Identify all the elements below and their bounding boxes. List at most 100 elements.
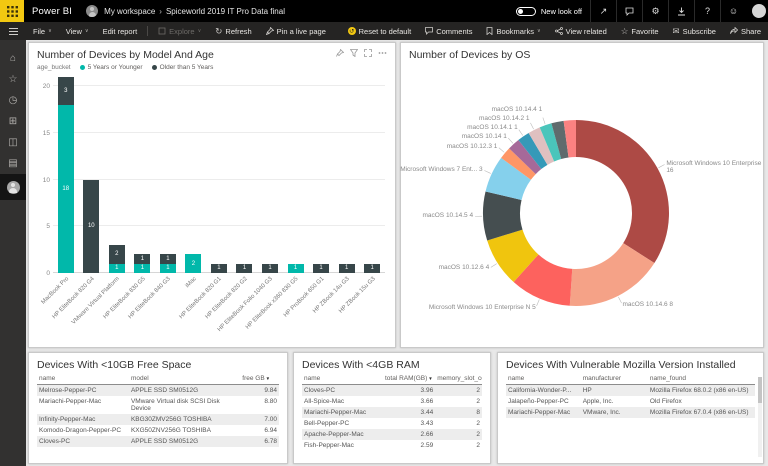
- column-header[interactable]: free GB▼: [242, 375, 271, 382]
- table-cell: Mozilla Firefox 68.0.2 (x86 en-US): [649, 387, 749, 394]
- menu-bookmarks[interactable]: Bookmarks ∨: [479, 22, 547, 40]
- sidebar-workspaces-icon[interactable]: ▤: [8, 158, 18, 169]
- table-scrollbar: [758, 377, 762, 457]
- new-look-toggle[interactable]: [515, 6, 536, 16]
- donut-slice[interactable]: [509, 140, 542, 175]
- donut-slice[interactable]: [569, 243, 655, 306]
- bar-segment[interactable]: 1: [210, 263, 227, 273]
- label-leader-line: [536, 299, 540, 307]
- scrollbar-thumb[interactable]: [758, 377, 762, 403]
- column-header[interactable]: memory_slot_count: [437, 375, 482, 382]
- donut-slice[interactable]: [563, 120, 576, 158]
- sort-indicator-icon: ▼: [428, 376, 433, 381]
- column-header[interactable]: total RAM(GB)▼: [385, 375, 433, 382]
- help-icon[interactable]: ?: [694, 0, 720, 22]
- menu-refresh[interactable]: ↻ Refresh: [215, 25, 252, 36]
- bar-segment[interactable]: 3: [57, 77, 74, 105]
- donut-slice[interactable]: [513, 254, 573, 306]
- bar-segment[interactable]: 10: [83, 179, 100, 273]
- bar-segment[interactable]: 2: [185, 254, 202, 273]
- donut-slice[interactable]: [528, 127, 555, 165]
- donut-slice[interactable]: [551, 120, 569, 159]
- filter-funnel-icon[interactable]: [350, 49, 358, 57]
- menu-pin-live-page[interactable]: Pin a live page: [259, 22, 333, 40]
- menu-bar: File ∨ View ∨ Edit report Explore ∨ ↻ Refres…: [0, 22, 768, 40]
- download-icon[interactable]: [668, 0, 694, 22]
- menu-view-related[interactable]: View related: [548, 22, 614, 40]
- bar-chart-plot: 0 5 10 15 20 18 3 MacBook Pro 10 HP EliteBook 820…: [40, 77, 385, 333]
- bar-segment[interactable]: 1: [159, 254, 176, 264]
- focus-mode-icon[interactable]: [364, 49, 372, 57]
- column-header[interactable]: name: [39, 375, 56, 382]
- sidebar-my-workspace-avatar[interactable]: [0, 174, 26, 200]
- sidebar-apps-icon[interactable]: ⊞: [8, 116, 18, 127]
- bar-segment[interactable]: 1: [364, 263, 381, 273]
- bar-segment[interactable]: 1: [262, 263, 279, 273]
- powerbi-logo[interactable]: Power BI: [32, 5, 73, 17]
- bar-segment[interactable]: 1: [313, 263, 330, 273]
- donut-slice[interactable]: [501, 148, 536, 180]
- bar-segment[interactable]: 18: [57, 105, 74, 273]
- account-avatar[interactable]: [752, 4, 766, 18]
- breadcrumb-report[interactable]: Spiceworld 2019 IT Pro Data final: [165, 6, 285, 16]
- donut-slice[interactable]: [576, 120, 669, 264]
- table-cell: All-Spice-Mac: [304, 398, 345, 405]
- avatar-icon: [6, 180, 20, 194]
- sidebar-home-icon[interactable]: ⌂: [9, 53, 17, 64]
- menu-edit-report[interactable]: Edit report: [102, 26, 138, 36]
- legend-item-younger[interactable]: 5 Years or Younger: [79, 64, 143, 71]
- sidebar-favorites-icon[interactable]: ☆: [8, 74, 18, 85]
- x-axis-label: VMware Virtual Platform: [71, 276, 122, 326]
- menu-subscribe[interactable]: ✉ Subscribe: [672, 25, 716, 36]
- sidebar-recent-icon[interactable]: ◷: [8, 95, 18, 106]
- refresh-icon: ↻: [215, 25, 223, 36]
- comments-bubble-icon[interactable]: [616, 0, 642, 22]
- feedback-smiley-icon[interactable]: ☺: [720, 0, 746, 22]
- column-header[interactable]: manufacturer: [582, 375, 621, 382]
- sidebar-shared-icon[interactable]: ◫: [8, 137, 18, 148]
- label-leader-line: [530, 122, 534, 130]
- table-cell: KXG50ZNV256G TOSHIBA: [130, 427, 211, 434]
- table-row: Jalapeño-Pepper-PC Apple, Inc. Old Firefox: [506, 396, 755, 407]
- donut-slice[interactable]: [539, 123, 562, 162]
- bar-column: 18 3 MacBook Pro: [40, 77, 79, 306]
- table-title: Devices With <4GB RAM: [302, 359, 420, 371]
- donut-slice-label: Microsoft Windows 10 Enterprise N 5: [428, 303, 536, 311]
- column-header[interactable]: name: [508, 375, 525, 382]
- table-cell: HP: [582, 387, 592, 394]
- bar-chart-area: 0 5 10 15 20 18 3 MacBook Pro 10 HP EliteBook 820…: [40, 77, 385, 335]
- table-cell: Cloves-PC: [39, 438, 71, 445]
- menu-comments[interactable]: Comments: [418, 22, 479, 40]
- donut-slice[interactable]: [487, 229, 539, 282]
- menu-reset-to-default[interactable]: ↺ Reset to default: [347, 26, 412, 36]
- bar-segment[interactable]: 1: [236, 263, 253, 273]
- legend-dot-dark: [151, 65, 157, 70]
- breadcrumb-workspace[interactable]: My workspace: [104, 6, 156, 16]
- settings-gear-icon[interactable]: ⚙: [642, 0, 668, 22]
- hamburger-icon[interactable]: [0, 22, 26, 40]
- table-row: Mariachi-Pepper-Mac 3.44 8: [302, 407, 482, 418]
- favorite-star-icon: ☆: [620, 25, 629, 36]
- bar-segment[interactable]: 1: [338, 263, 355, 273]
- donut-slice[interactable]: [483, 191, 523, 241]
- menu-favorite[interactable]: ☆ Favorite: [620, 25, 659, 36]
- column-header[interactable]: name_found: [649, 375, 687, 382]
- menu-share[interactable]: Share: [723, 22, 768, 40]
- column-header[interactable]: model: [130, 375, 149, 382]
- legend-item-older[interactable]: Older than 5 Years: [151, 64, 213, 71]
- waffle-menu-icon[interactable]: [0, 0, 24, 22]
- bar-segment[interactable]: 1: [159, 263, 176, 273]
- more-options-icon[interactable]: [378, 49, 387, 57]
- donut-slice[interactable]: [485, 157, 531, 201]
- bar-segment[interactable]: 1: [108, 263, 125, 273]
- bar-segment[interactable]: 1: [134, 263, 151, 273]
- share-arrow-icon[interactable]: ↗: [590, 0, 616, 22]
- pin-visual-icon[interactable]: [336, 49, 344, 57]
- column-header[interactable]: name: [304, 375, 321, 382]
- bar-segment[interactable]: 1: [134, 254, 151, 264]
- bar-segment[interactable]: 2: [108, 245, 125, 264]
- bar-segment[interactable]: 1: [287, 263, 304, 273]
- menu-view[interactable]: View ∨: [65, 26, 89, 36]
- menu-file[interactable]: File ∨: [33, 26, 52, 36]
- donut-slice[interactable]: [518, 132, 548, 170]
